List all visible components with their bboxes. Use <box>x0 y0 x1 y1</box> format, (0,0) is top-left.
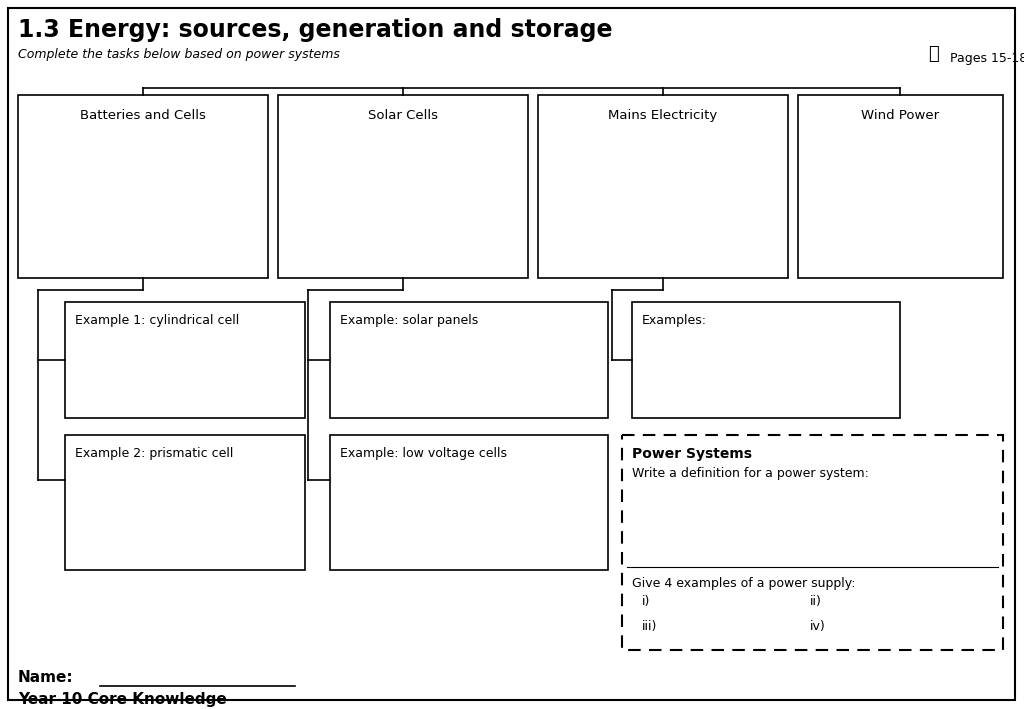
Text: Year 10 Core Knowledge: Year 10 Core Knowledge <box>18 692 226 707</box>
Text: Name:: Name: <box>18 670 74 685</box>
Bar <box>798 95 1002 278</box>
Bar <box>65 302 305 418</box>
Text: Example: low voltage cells: Example: low voltage cells <box>340 447 507 460</box>
Bar <box>278 95 528 278</box>
Text: 1.3 Energy: sources, generation and storage: 1.3 Energy: sources, generation and stor… <box>18 18 612 42</box>
Bar <box>330 302 608 418</box>
Bar <box>18 95 268 278</box>
Bar <box>330 435 608 570</box>
Text: Batteries and Cells: Batteries and Cells <box>80 109 206 122</box>
Text: Solar Cells: Solar Cells <box>368 109 438 122</box>
Text: 📖: 📖 <box>928 45 939 63</box>
Bar <box>632 302 900 418</box>
Text: Example 1: cylindrical cell: Example 1: cylindrical cell <box>75 314 240 327</box>
Text: Example 2: prismatic cell: Example 2: prismatic cell <box>75 447 233 460</box>
Text: iii): iii) <box>642 620 657 633</box>
Text: Write a definition for a power system:: Write a definition for a power system: <box>632 467 869 480</box>
Text: i): i) <box>642 595 650 608</box>
Text: Wind Power: Wind Power <box>861 109 940 122</box>
Bar <box>538 95 788 278</box>
Text: Complete the tasks below based on power systems: Complete the tasks below based on power … <box>18 48 340 61</box>
Text: Mains Electricity: Mains Electricity <box>608 109 718 122</box>
Bar <box>65 435 305 570</box>
Text: Pages 15-18: Pages 15-18 <box>950 52 1024 65</box>
Text: iv): iv) <box>810 620 825 633</box>
Text: Power Systems: Power Systems <box>632 447 752 461</box>
Text: Examples:: Examples: <box>642 314 707 327</box>
Text: Example: solar panels: Example: solar panels <box>340 314 478 327</box>
Text: ii): ii) <box>810 595 822 608</box>
Text: Give 4 examples of a power supply:: Give 4 examples of a power supply: <box>632 577 855 590</box>
Bar <box>622 435 1002 650</box>
